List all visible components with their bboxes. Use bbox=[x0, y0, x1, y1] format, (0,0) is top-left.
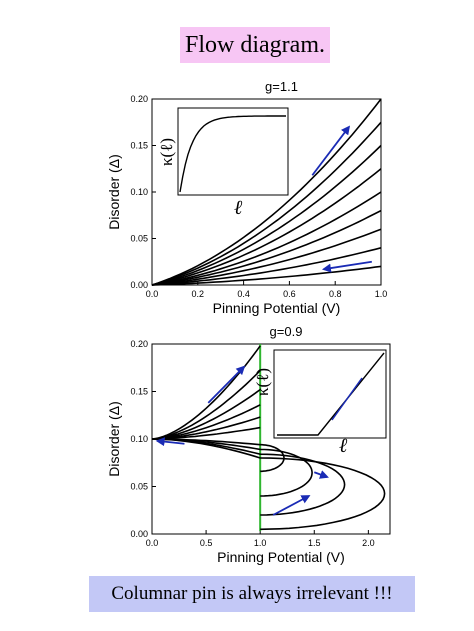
flow-curve-4 bbox=[151, 168, 382, 286]
upper-flow-curve-3 bbox=[151, 388, 261, 440]
flow-curve-9 bbox=[151, 265, 382, 286]
x-tick-label: 1.0 bbox=[375, 289, 388, 299]
x-tick-label: 0.4 bbox=[237, 289, 250, 299]
lower-flow-curve-2 bbox=[152, 438, 313, 497]
flow-arrow-1 bbox=[311, 125, 351, 176]
y-tick-label: 0.00 bbox=[130, 280, 148, 290]
upper-flow-curve-6 bbox=[152, 426, 261, 440]
flow-curve-6 bbox=[151, 209, 382, 286]
inset-y-label: κ(ℓ) bbox=[157, 138, 176, 166]
x-tick-label: 0.2 bbox=[192, 289, 205, 299]
x-tick-label: 2.0 bbox=[362, 538, 375, 548]
x-tick-label: 0.0 bbox=[146, 538, 159, 548]
flow-arrow-g09-2 bbox=[155, 437, 185, 447]
y-tick-label: 0.15 bbox=[130, 387, 148, 397]
slide-title: Flow diagram. bbox=[180, 27, 330, 63]
inset-curve-2 bbox=[277, 352, 385, 436]
inset-curve-1 bbox=[179, 115, 286, 193]
flow-curve-3 bbox=[151, 144, 382, 286]
x-axis-label: Pinning Potential (V) bbox=[213, 300, 341, 316]
flow-curve-7 bbox=[151, 228, 382, 286]
lower-flow-curve-4 bbox=[151, 438, 386, 531]
x-tick-label: 0.6 bbox=[283, 289, 296, 299]
x-tick-label: 1.0 bbox=[254, 538, 267, 548]
y-tick-label: 0.10 bbox=[130, 434, 148, 444]
y-axis-label: Disorder (Δ) bbox=[106, 154, 122, 229]
flow-arrow-g09-3 bbox=[313, 470, 329, 479]
lower-flow-curve-3 bbox=[151, 438, 346, 516]
y-tick-label: 0.10 bbox=[130, 187, 148, 197]
flow-curve-8 bbox=[151, 247, 382, 286]
y-tick-label: 0.00 bbox=[130, 529, 148, 539]
x-tick-label: 0.8 bbox=[329, 289, 342, 299]
flow-arrow-g09-4 bbox=[272, 495, 311, 516]
inset-arrow-2 bbox=[331, 377, 363, 421]
x-tick-label: 1.5 bbox=[308, 538, 321, 548]
flow-curve-1 bbox=[151, 98, 382, 286]
upper-flow-curve-1 bbox=[151, 345, 261, 440]
x-tick-label: 0.0 bbox=[146, 289, 159, 299]
x-axis-label: Pinning Potential (V) bbox=[217, 549, 345, 565]
y-tick-label: 0.20 bbox=[130, 94, 148, 104]
y-tick-label: 0.05 bbox=[130, 482, 148, 492]
chart-title: g=0.9 bbox=[270, 324, 303, 339]
x-tick-label: 0.5 bbox=[200, 538, 213, 548]
inset-x-label: ℓ bbox=[339, 435, 348, 457]
y-tick-label: 0.05 bbox=[130, 234, 148, 244]
y-axis-label: Disorder (Δ) bbox=[106, 401, 122, 476]
flow-arrow-g09-1 bbox=[207, 365, 246, 404]
flow-arrow-2 bbox=[321, 260, 372, 273]
flow-curve-5 bbox=[151, 191, 382, 286]
inset-frame-2 bbox=[273, 349, 387, 439]
y-tick-label: 0.15 bbox=[130, 141, 148, 151]
flow-curve-2 bbox=[151, 121, 382, 286]
inset-y-label: κ(ℓ) bbox=[253, 368, 272, 396]
upper-flow-curve-2 bbox=[151, 370, 261, 440]
lower-flow-curve-1 bbox=[152, 438, 285, 473]
inset-frame-1 bbox=[177, 107, 289, 196]
inset-x-label: ℓ bbox=[234, 197, 243, 219]
slide-footer: Columnar pin is always irrelevant !!! bbox=[89, 576, 415, 612]
y-tick-label: 0.20 bbox=[130, 339, 148, 349]
chart-title: g=1.1 bbox=[265, 79, 298, 94]
